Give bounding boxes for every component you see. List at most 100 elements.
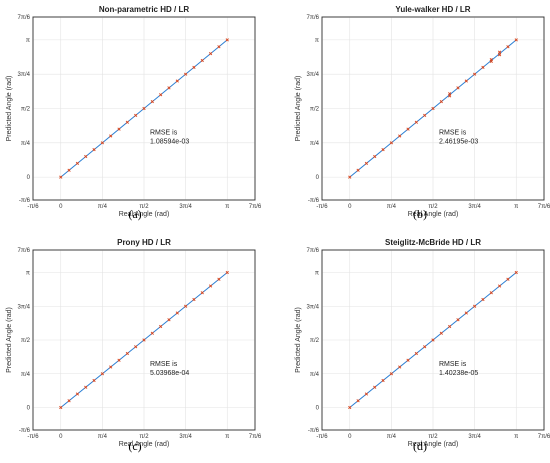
y-tick-label: π/4: [21, 372, 31, 378]
data-point: [514, 38, 518, 42]
x-tick-label: π: [514, 434, 518, 440]
x-tick-label: 3π/4: [179, 434, 192, 440]
rmse-annotation: 2.46195e-03: [439, 139, 478, 146]
data-point: [192, 65, 196, 69]
data-point-stroke: [217, 45, 221, 49]
data-point-stroke: [414, 120, 418, 124]
data-point: [381, 378, 385, 383]
data-point: [448, 324, 452, 329]
data-point: [184, 72, 188, 76]
y-tick-label: 7π/6: [18, 248, 31, 254]
rmse-annotation: RMSE is: [439, 361, 467, 368]
panel-a: -π/6-π/6 0 0 π/4 π/4 π/2 π/2 3π/4 3π/4 π π 7π/6 7π/6…: [6, 5, 262, 221]
y-tick-label: 3π/4: [307, 304, 320, 310]
chart-title: Yule-walker HD / LR: [395, 5, 470, 14]
data-point-stroke: [59, 175, 63, 179]
data-point: [175, 311, 179, 315]
data-point: [200, 291, 204, 295]
data-point: [150, 331, 154, 335]
rmse-annotation: RMSE is: [439, 130, 467, 137]
data-point-stroke: [514, 38, 518, 42]
rmse-annotation: 1.40238e-05: [439, 370, 478, 377]
data-point: [100, 372, 104, 376]
data-point-stroke: [117, 358, 121, 362]
data-point: [356, 168, 360, 172]
y-tick-label: -π/6: [19, 428, 31, 434]
y-tick-label: π: [315, 271, 319, 277]
data-point-stroke: [489, 291, 493, 295]
data-point: [373, 154, 377, 159]
data-point-stroke: [373, 154, 377, 159]
rmse-annotation: RMSE is: [150, 361, 178, 368]
data-point: [59, 405, 63, 410]
data-point-stroke: [150, 331, 154, 335]
x-tick-label: 7π/6: [249, 434, 262, 440]
data-point: [497, 53, 502, 57]
y-tick-label: π: [26, 271, 30, 277]
data-point-stroke: [431, 338, 435, 342]
x-axis-label: Real Angle (rad): [408, 211, 459, 218]
y-tick-label: 3π/4: [18, 304, 31, 310]
y-tick-label: π: [315, 38, 319, 44]
data-point: [514, 270, 518, 275]
data-point: [481, 65, 485, 69]
x-tick-label: 3π/4: [468, 204, 481, 210]
data-point-stroke: [225, 38, 229, 42]
data-point: [406, 127, 410, 131]
data-point: [75, 392, 80, 396]
data-point-stroke: [134, 113, 138, 117]
data-point: [381, 148, 385, 152]
data-point-stroke: [200, 58, 204, 63]
data-point: [167, 318, 171, 322]
data-point: [109, 134, 113, 138]
data-point: [389, 372, 393, 376]
chart-title: Steiglitz-McBride HD / LR: [385, 238, 481, 247]
panel-d: -π/6-π/6 0 0 π/4 π/4 π/2 π/2 3π/4 3π/4 π π 7π/6 7π/6…: [295, 238, 550, 453]
data-point: [439, 100, 443, 104]
data-point-stroke: [75, 161, 80, 166]
data-point-stroke: [109, 365, 113, 369]
data-point: [142, 338, 146, 342]
data-point: [84, 385, 88, 389]
data-point-stroke: [506, 277, 510, 281]
data-point: [439, 331, 443, 335]
data-point-stroke: [200, 291, 204, 295]
y-tick-label: 0: [316, 406, 320, 412]
rmse-annotation: RMSE is: [150, 130, 178, 137]
data-point-stroke: [134, 345, 138, 349]
data-point: [92, 148, 96, 152]
data-point-stroke: [217, 277, 221, 281]
data-point-stroke: [109, 134, 113, 138]
x-tick-label: π: [225, 434, 229, 440]
data-point: [217, 277, 221, 281]
y-axis-label: Predicted Angle (rad): [295, 307, 302, 373]
y-tick-label: π/2: [21, 338, 31, 344]
data-point: [348, 175, 352, 179]
data-point-stroke: [125, 120, 129, 124]
data-point-stroke: [431, 106, 435, 111]
x-tick-label: 0: [59, 204, 63, 210]
y-tick-label: 3π/4: [307, 72, 320, 78]
data-point-stroke: [389, 372, 393, 376]
x-tick-label: -π/6: [316, 434, 328, 440]
data-point: [175, 79, 179, 83]
data-point: [423, 113, 427, 117]
plot-frame: [32, 249, 256, 431]
y-tick-label: 0: [27, 175, 31, 181]
data-point: [92, 378, 96, 383]
x-tick-label: π/4: [98, 204, 108, 210]
x-tick-label: 7π/6: [538, 204, 550, 210]
data-point-stroke: [506, 45, 510, 49]
data-point: [364, 392, 369, 396]
data-point: [159, 93, 163, 97]
panel-caption: (d): [413, 439, 427, 453]
data-point-stroke: [473, 304, 477, 308]
x-tick-label: -π/6: [27, 434, 39, 440]
data-point-stroke: [364, 161, 369, 166]
data-point-stroke: [398, 134, 402, 138]
x-tick-label: π/2: [139, 434, 149, 440]
data-point-stroke: [142, 106, 146, 111]
data-point: [448, 92, 452, 96]
panel-caption: (a): [128, 207, 141, 221]
data-point: [473, 72, 477, 76]
